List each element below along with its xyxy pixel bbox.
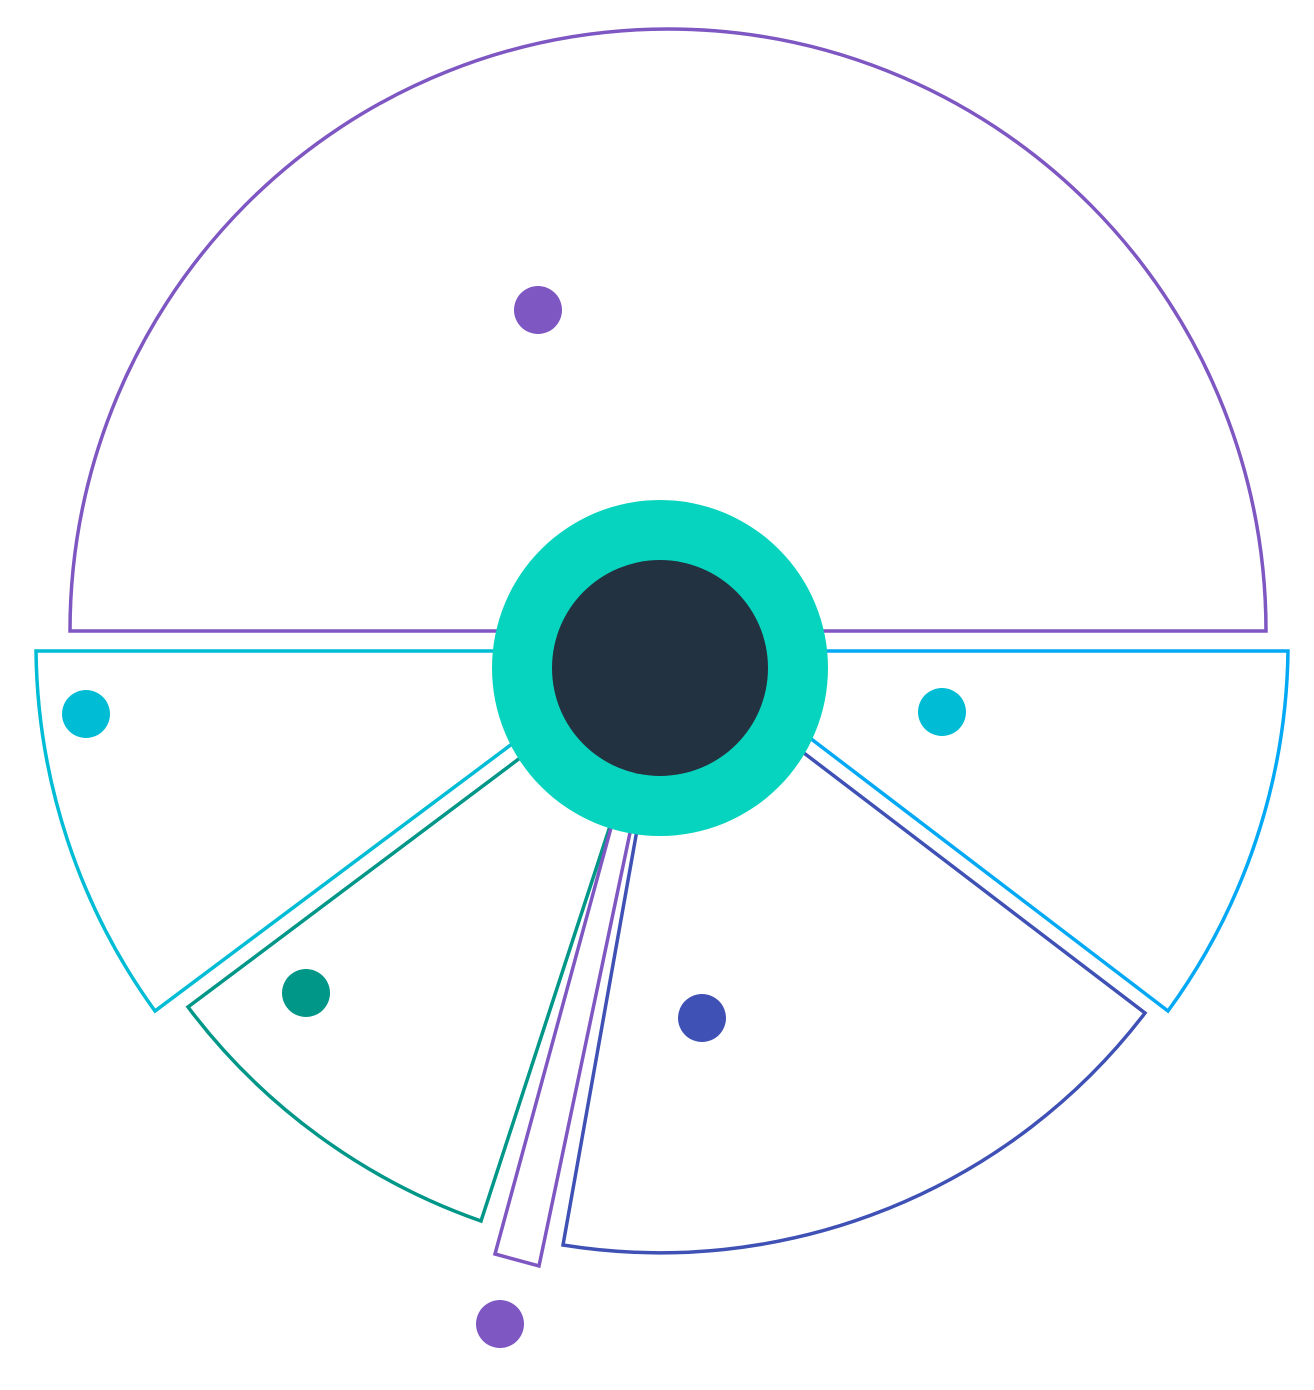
segment-lower-right[interactable] [560, 747, 1148, 1255]
marker-top[interactable] [514, 286, 562, 334]
marker-thin-sliver[interactable] [476, 1300, 524, 1348]
marker-right[interactable] [918, 688, 966, 736]
marker-lower-right[interactable] [678, 994, 726, 1042]
segment-left[interactable] [34, 649, 522, 1014]
segment-top[interactable] [68, 27, 1268, 633]
marker-lower-left[interactable] [282, 969, 330, 1017]
hub-core[interactable] [552, 560, 768, 776]
marker-left[interactable] [62, 690, 110, 738]
segment-lower-left[interactable] [185, 755, 615, 1224]
segment-right[interactable] [808, 649, 1290, 1014]
